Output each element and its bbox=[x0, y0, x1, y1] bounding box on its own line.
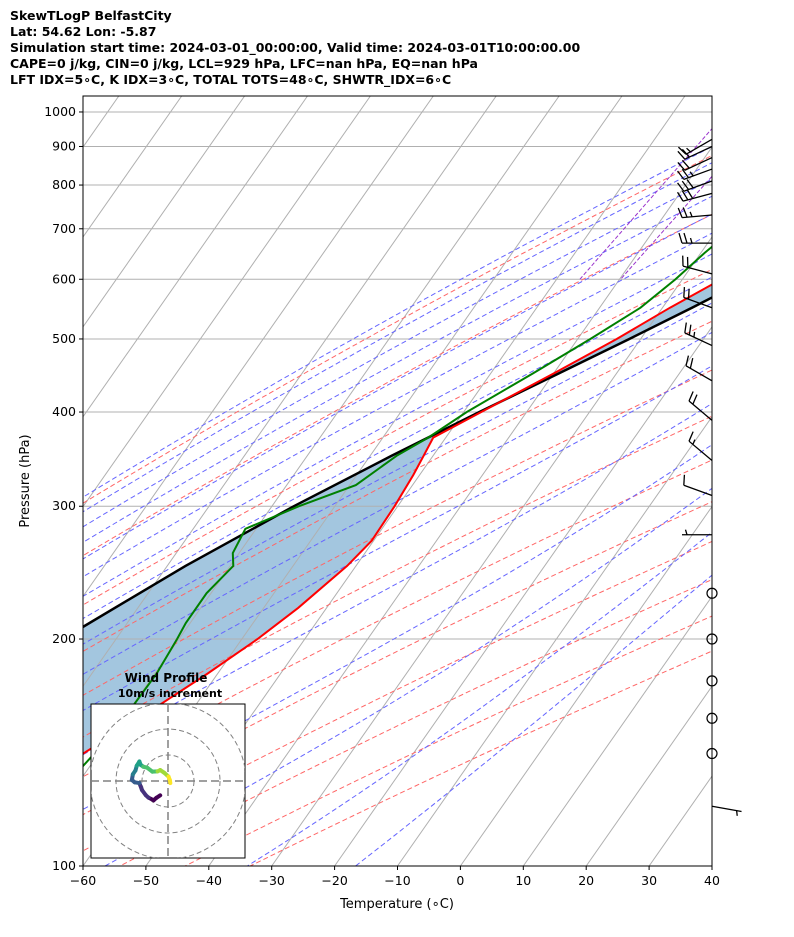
wind-barb bbox=[676, 189, 713, 202]
wind-barb bbox=[677, 138, 713, 155]
hodograph-plot bbox=[91, 704, 245, 858]
isotherm bbox=[83, 96, 497, 688]
wind-barb bbox=[685, 355, 713, 382]
y-tick-label: 200 bbox=[52, 631, 76, 646]
hodograph-title: Wind Profile bbox=[125, 671, 208, 685]
y-tick-label: 1000 bbox=[44, 104, 76, 119]
moist-adiabat bbox=[83, 253, 712, 597]
dry-adiabat bbox=[83, 459, 712, 778]
cape-cin-shading bbox=[83, 284, 712, 754]
x-tick-label: 20 bbox=[578, 873, 594, 888]
moist-adiabat bbox=[83, 178, 712, 528]
dry-adiabat bbox=[83, 540, 712, 852]
y-tick-label: 700 bbox=[52, 221, 76, 236]
isotherm bbox=[585, 685, 712, 866]
x-tick-label: −10 bbox=[384, 873, 410, 888]
wind-barb bbox=[706, 712, 718, 724]
wind-barb bbox=[688, 391, 713, 421]
wind-barb bbox=[677, 145, 713, 160]
wind-barb bbox=[677, 156, 713, 171]
isotherm bbox=[83, 96, 183, 238]
wind-barb bbox=[683, 474, 713, 497]
wind-barb bbox=[711, 805, 742, 816]
mixing-ratio-line bbox=[579, 127, 712, 280]
isotherm bbox=[711, 865, 712, 866]
wind-barb bbox=[706, 587, 718, 599]
isotherm bbox=[334, 325, 712, 866]
dry-adiabat bbox=[83, 268, 712, 606]
wind-barb bbox=[683, 287, 713, 309]
wind-barb bbox=[706, 675, 718, 687]
moist-adiabat bbox=[83, 331, 712, 675]
isotherm bbox=[775, 96, 794, 866]
moist-adiabat bbox=[104, 487, 712, 866]
isotherm bbox=[522, 595, 712, 866]
hodograph-subtitle: 10m/s increment bbox=[118, 687, 222, 700]
index-info: LFT IDX=5∘C, K IDX=3∘C, TOTAL TOTS=48∘C,… bbox=[10, 72, 452, 87]
y-tick-label: 100 bbox=[52, 858, 76, 873]
dry-adiabat bbox=[83, 320, 712, 652]
x-tick-label: −40 bbox=[196, 873, 222, 888]
dry-adiabat bbox=[83, 501, 712, 816]
isotherm bbox=[459, 505, 712, 866]
isotherm bbox=[208, 146, 712, 866]
y-tick-label: 500 bbox=[52, 331, 76, 346]
moist-adiabat bbox=[83, 365, 712, 712]
x-tick-label: −30 bbox=[259, 873, 285, 888]
isotherm bbox=[83, 96, 246, 328]
wind-barb bbox=[678, 232, 712, 244]
chart-header: SkewTLogP BelfastCity Lat: 54.62 Lon: -5… bbox=[10, 8, 580, 88]
wind-barb bbox=[684, 322, 713, 347]
moist-adiabat bbox=[83, 195, 712, 543]
y-tick-label: 600 bbox=[52, 271, 76, 286]
wind-barb bbox=[677, 168, 713, 180]
moist-adiabat bbox=[83, 213, 712, 560]
isotherm bbox=[83, 96, 308, 418]
hodograph-segment bbox=[167, 777, 173, 786]
wind-barb bbox=[688, 431, 713, 461]
dry-adiabat bbox=[83, 213, 712, 557]
wind-barb bbox=[706, 747, 718, 760]
x-tick-label: 0 bbox=[456, 873, 464, 888]
wind-barb bbox=[682, 529, 712, 536]
temperature-line bbox=[83, 283, 712, 755]
isotherm bbox=[83, 96, 371, 508]
x-tick-label: 10 bbox=[515, 873, 531, 888]
time-info: Simulation start time: 2024-03-01_00:00:… bbox=[10, 40, 581, 55]
wind-barb bbox=[677, 179, 713, 192]
location-info: Lat: 54.62 Lon: -5.87 bbox=[10, 24, 157, 39]
wind-barb bbox=[706, 633, 718, 645]
chart-title: SkewTLogP BelfastCity bbox=[10, 8, 172, 23]
moist-adiabat bbox=[83, 402, 712, 756]
dewpoint-line bbox=[83, 245, 712, 768]
parcel-profile-line bbox=[83, 296, 712, 629]
y-tick-label: 400 bbox=[52, 404, 76, 419]
x-axis-label: Temperature (∘C) bbox=[339, 897, 454, 912]
y-tick-label: 800 bbox=[52, 177, 76, 192]
x-tick-label: 40 bbox=[704, 873, 720, 888]
isotherm bbox=[271, 236, 712, 866]
x-tick-label: 30 bbox=[641, 873, 657, 888]
wind-barb bbox=[677, 207, 713, 219]
mixing-ratio-line bbox=[620, 175, 712, 280]
moist-adiabat bbox=[83, 276, 712, 620]
x-tick-label: −20 bbox=[321, 873, 347, 888]
y-tick-label: 300 bbox=[52, 498, 76, 513]
y-tick-label: 900 bbox=[52, 138, 76, 153]
moist-adiabat bbox=[83, 232, 712, 578]
moist-adiabat bbox=[83, 162, 712, 513]
wind-barb bbox=[682, 255, 713, 275]
moist-adiabat bbox=[83, 444, 712, 811]
isotherm bbox=[397, 415, 712, 866]
moist-adiabat bbox=[247, 531, 712, 866]
isotherm bbox=[83, 96, 434, 598]
x-tick-label: −50 bbox=[133, 873, 159, 888]
y-axis-label: Pressure (hPa) bbox=[18, 434, 33, 527]
x-tick-label: −60 bbox=[70, 873, 96, 888]
cape-info: CAPE=0 j/kg, CIN=0 j/kg, LCL=929 hPa, LF… bbox=[10, 56, 478, 71]
